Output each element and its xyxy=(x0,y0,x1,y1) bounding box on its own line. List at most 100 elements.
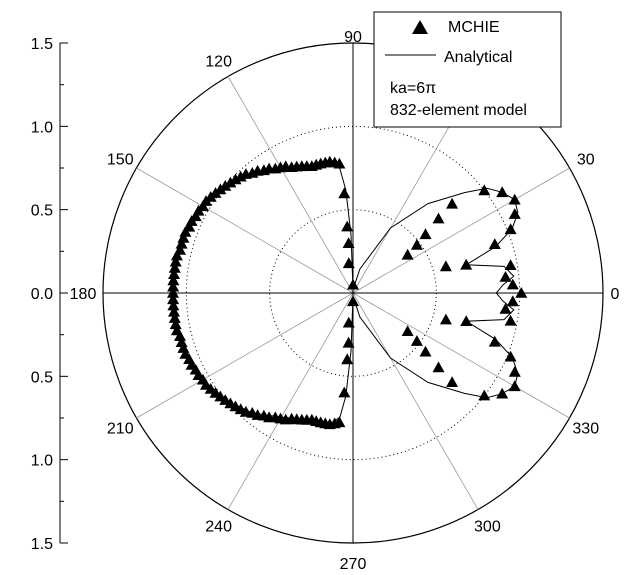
gridline-300 xyxy=(352,292,479,510)
radial-tick-label: 0.5 xyxy=(31,369,53,386)
legend-label-analytical: Analytical xyxy=(444,49,512,66)
mchie-marker xyxy=(167,287,179,298)
gridline-30 xyxy=(352,167,570,294)
mchie-marker xyxy=(432,212,445,224)
gridline-150 xyxy=(136,167,354,294)
angle-label: 150 xyxy=(107,152,134,169)
mchie-marker xyxy=(460,258,473,270)
radial-tick-label: 0.0 xyxy=(31,286,53,303)
mchie-marker xyxy=(508,193,521,205)
mchie-marker xyxy=(342,316,355,328)
mchie-marker xyxy=(508,380,521,392)
mchie-marker xyxy=(401,248,414,260)
mchie-marker xyxy=(496,186,509,198)
mchie-marker xyxy=(341,353,354,365)
mchie-marker xyxy=(499,271,512,282)
radial-axis: 1.5 1.0 0.5 0.0 0.5 1.0 1.5 xyxy=(31,36,68,553)
angle-label: 270 xyxy=(340,556,367,573)
angle-label: 0 xyxy=(611,286,620,303)
mchie-marker xyxy=(347,295,359,307)
mchie-marker xyxy=(169,318,182,330)
mchie-marker xyxy=(174,330,186,341)
angle-label: 300 xyxy=(474,519,501,536)
mchie-marker xyxy=(168,261,181,273)
radial-tick-label: 1.5 xyxy=(31,36,53,53)
mchie-marker xyxy=(419,345,432,357)
mchie-marker xyxy=(506,278,519,290)
angle-label: 330 xyxy=(572,420,599,437)
mchie-marker xyxy=(167,293,180,305)
mchie-marker xyxy=(169,255,182,267)
radial-tick-label: 1.5 xyxy=(31,536,53,553)
mchie-marker xyxy=(439,260,452,272)
mchie-marker xyxy=(446,197,459,209)
mchie-markers-layer xyxy=(167,155,528,430)
mchie-marker xyxy=(192,369,205,380)
mchie-marker xyxy=(338,386,351,398)
mchie-marker xyxy=(499,303,512,314)
mchie-marker xyxy=(167,274,180,286)
mchie-marker xyxy=(347,278,359,290)
radial-tick-label: 1.0 xyxy=(31,453,53,470)
legend-triangle-icon xyxy=(412,20,428,34)
mchie-marker xyxy=(478,184,491,196)
mchie-marker xyxy=(410,238,423,250)
legend: MCHIE Analytical ka=6π 832-element model xyxy=(373,11,562,128)
legend-label-mchie: MCHIE xyxy=(448,19,500,36)
mchie-marker xyxy=(504,259,517,270)
mchie-marker xyxy=(170,249,183,261)
angle-label: 240 xyxy=(205,519,232,536)
mchie-marker xyxy=(229,400,242,412)
mchie-marker xyxy=(185,358,198,370)
mchie-marker xyxy=(439,313,452,325)
mchie-marker xyxy=(419,228,432,240)
mchie-marker xyxy=(488,335,501,347)
mchie-marker xyxy=(432,361,445,373)
polar-grid: 0306090120150180210240270300330 xyxy=(70,29,620,573)
mchie-marker xyxy=(167,280,180,292)
radial-tick-label: 0.5 xyxy=(31,203,53,220)
mchie-marker xyxy=(341,220,354,232)
mchie-marker xyxy=(167,299,180,311)
mchie-marker xyxy=(342,336,355,348)
mchie-marker xyxy=(446,376,459,387)
mchie-marker xyxy=(496,387,509,399)
gridline-240 xyxy=(227,292,354,510)
angle-label: 210 xyxy=(107,420,134,437)
mchie-marker xyxy=(179,348,192,359)
mchie-marker xyxy=(504,314,517,326)
mchie-marker xyxy=(175,336,188,347)
legend-note-ka: ka=6π xyxy=(390,80,436,97)
gridline-210 xyxy=(136,292,354,419)
gridline-330 xyxy=(352,292,570,419)
legend-note-model: 832-element model xyxy=(390,102,527,119)
mchie-marker xyxy=(488,238,501,249)
mchie-marker xyxy=(504,223,517,235)
mchie-marker xyxy=(224,397,237,409)
mchie-marker xyxy=(410,335,423,346)
mchie-marker xyxy=(508,208,521,219)
mchie-marker xyxy=(508,365,521,377)
mchie-marker xyxy=(234,403,247,415)
angle-label: 90 xyxy=(344,29,362,46)
mchie-marker xyxy=(168,305,180,317)
legend-box xyxy=(373,11,562,128)
mchie-marker xyxy=(168,268,180,279)
mchie-marker xyxy=(401,325,414,336)
mchie-marker xyxy=(478,389,491,401)
mchie-marker xyxy=(170,324,183,336)
gridline-120 xyxy=(227,76,354,294)
mchie-marker xyxy=(342,237,355,248)
mchie-marker xyxy=(175,237,188,249)
angle-label: 30 xyxy=(577,152,595,169)
angle-label: 120 xyxy=(205,53,232,70)
mchie-marker xyxy=(515,287,528,298)
radial-tick-label: 1.0 xyxy=(31,119,53,136)
mchie-marker xyxy=(504,350,517,362)
mchie-marker xyxy=(338,187,351,199)
mchie-marker xyxy=(506,295,519,307)
mchie-marker xyxy=(168,312,181,323)
mchie-marker xyxy=(177,342,190,353)
angle-label: 180 xyxy=(70,286,97,303)
